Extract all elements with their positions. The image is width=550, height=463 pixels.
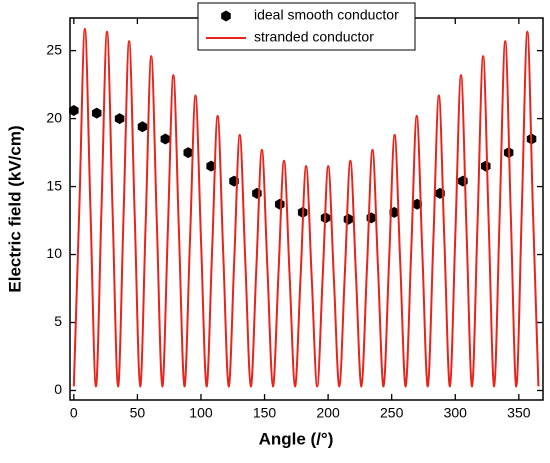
y-tick-label: 20	[46, 109, 62, 125]
data-point	[458, 175, 468, 187]
data-point	[69, 104, 79, 116]
data-point	[91, 107, 102, 119]
y-tick-label: 15	[46, 177, 62, 193]
x-tick-label: 150	[253, 405, 277, 421]
x-tick-label: 200	[316, 405, 340, 421]
data-point	[343, 213, 354, 225]
data-line	[72, 27, 540, 388]
y-tick-label: 10	[46, 245, 62, 261]
x-axis-label: Angle (/°)	[259, 429, 334, 448]
legend-label: ideal smooth conductor	[254, 7, 399, 23]
legend-marker	[221, 10, 231, 22]
data-point	[481, 160, 491, 172]
data-point	[206, 160, 216, 172]
y-tick-label: 0	[54, 381, 62, 397]
x-tick-label: 100	[189, 405, 213, 421]
y-axis-label: Electric field (kV/cm)	[5, 125, 24, 292]
y-tick-label: 25	[46, 41, 62, 57]
data-point	[183, 147, 194, 159]
plot-frame	[69, 17, 544, 401]
data-point	[137, 121, 148, 133]
y-tick-label: 5	[54, 313, 62, 329]
x-tick-label: 250	[380, 405, 404, 421]
legend-label: stranded conductor	[254, 29, 374, 45]
x-tick-label: 0	[70, 405, 78, 421]
data-point	[160, 133, 171, 145]
data-point	[114, 113, 125, 125]
x-tick-label: 350	[507, 405, 531, 421]
data-point	[275, 198, 285, 210]
x-tick-label: 50	[130, 405, 146, 421]
legend-box	[197, 2, 416, 51]
data-point	[412, 198, 422, 210]
x-tick-label: 300	[444, 405, 468, 421]
